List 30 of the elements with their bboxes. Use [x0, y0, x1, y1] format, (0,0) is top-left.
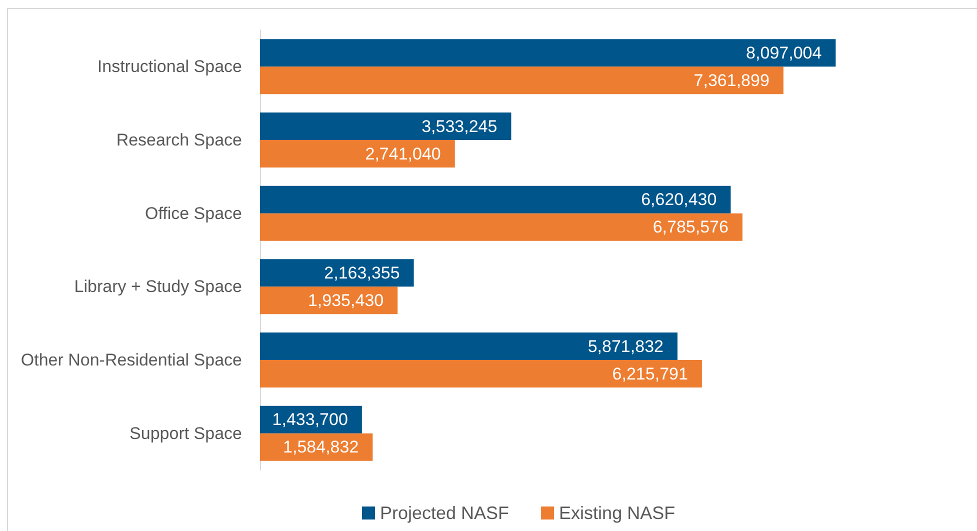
data-label: 2,163,355 [324, 263, 400, 282]
bar [260, 39, 836, 67]
data-label: 1,935,430 [308, 290, 384, 310]
data-label: 3,533,245 [422, 116, 498, 136]
data-label: 8,097,004 [746, 43, 822, 62]
data-label: 5,871,832 [588, 336, 664, 356]
legend-label: Projected NASF [380, 503, 510, 523]
y-tick-label: Office Space [144, 204, 242, 223]
data-label: 7,361,899 [694, 70, 770, 90]
bar [260, 332, 678, 360]
data-label: 2,741,040 [365, 144, 441, 164]
y-tick-label: Library + Study Space [74, 277, 242, 296]
y-tick-label: Research Space [116, 130, 242, 150]
data-label: 6,620,430 [641, 190, 717, 210]
bar [260, 259, 414, 287]
y-tick-label: Support Space [130, 424, 242, 443]
bar [260, 360, 702, 388]
bar [260, 286, 398, 314]
data-label: 6,785,576 [652, 218, 728, 237]
bar [260, 112, 512, 140]
data-label: 1,584,832 [283, 438, 359, 457]
bar [260, 140, 455, 168]
data-label: 1,433,700 [272, 410, 348, 430]
legend-label: Existing NASF [559, 503, 676, 523]
bar [260, 66, 784, 94]
y-tick-label: Instructional Space [97, 57, 242, 76]
bar [260, 186, 731, 214]
bar [260, 213, 742, 241]
data-label: 6,215,791 [612, 364, 688, 384]
y-tick-label: Other Non-Residential Space [20, 350, 242, 370]
